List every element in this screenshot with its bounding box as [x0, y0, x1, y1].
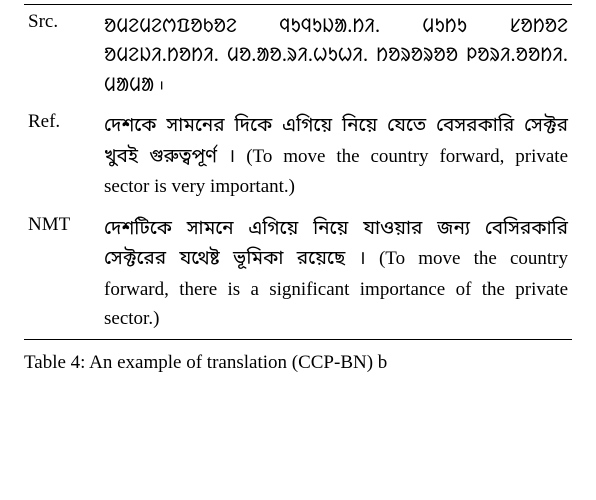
row-label-ref: Ref.: [24, 105, 100, 207]
table-row-ref: Ref. দেশকে সামনের দিকে এগিয়ে নিয়ে যেতে…: [24, 105, 572, 207]
row-label-nmt: NMT: [24, 208, 100, 340]
table-row-nmt: NMT দেশটিকে সামনে এগিয়ে নিয়ে যাওয়ার জ…: [24, 208, 572, 340]
caption-prefix: Table 4:: [24, 352, 85, 373]
caption-text: An example of translation (CCP-BN) b: [89, 352, 387, 373]
row-content-nmt: দেশটিকে সামনে এগিয়ে নিয়ে যাওয়ার জন্য …: [100, 208, 572, 340]
translation-comparison-table: Src. ᱚᱢᱮᱢᱮᱬᱯᱚᱠᱚᱮ ᱧᱩᱧᱩᱡᱟᱹᱴᱤᱹ ᱢᱩᱴᱩ ᱥᱚᱴᱚᱮ ᱚ…: [24, 4, 572, 340]
src-text: ᱚᱢᱮᱢᱮᱬᱯᱚᱠᱚᱮ ᱧᱩᱧᱩᱡᱟᱹᱴᱤᱹ ᱢᱩᱴᱩ ᱥᱚᱴᱚᱮ ᱚᱢᱮᱡᱤᱹ…: [104, 12, 568, 97]
table-row-src: Src. ᱚᱢᱮᱢᱮᱬᱯᱚᱠᱚᱮ ᱧᱩᱧᱩᱡᱟᱹᱴᱤᱹ ᱢᱩᱴᱩ ᱥᱚᱴᱚᱮ ᱚ…: [24, 5, 572, 106]
row-content-src: ᱚᱢᱮᱢᱮᱬᱯᱚᱠᱚᱮ ᱧᱩᱧᱩᱡᱟᱹᱴᱤᱹ ᱢᱩᱴᱩ ᱥᱚᱴᱚᱮ ᱚᱢᱮᱡᱤᱹ…: [100, 5, 572, 106]
table-caption: Table 4: An example of translation (CCP-…: [24, 352, 572, 374]
row-label-src: Src.: [24, 5, 100, 106]
row-content-ref: দেশকে সামনের দিকে এগিয়ে নিয়ে যেতে বেসর…: [100, 105, 572, 207]
